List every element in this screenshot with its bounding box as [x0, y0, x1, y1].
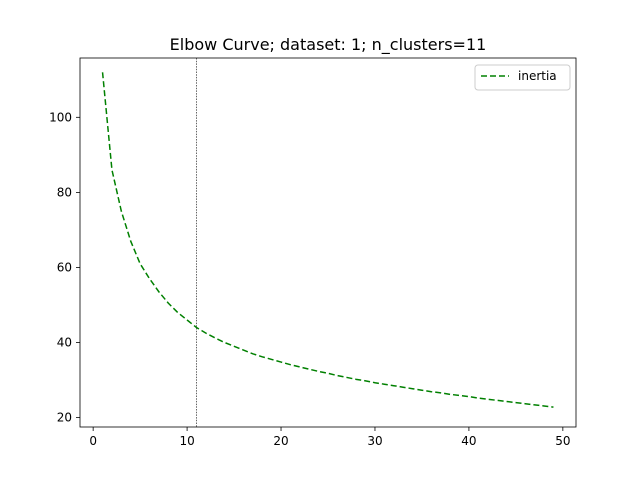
plot-area	[101, 58, 554, 427]
chart-title: Elbow Curve; dataset: 1; n_clusters=11	[170, 35, 487, 55]
y-tick-label: 100	[49, 110, 72, 124]
x-tick-label: 20	[273, 434, 288, 448]
y-tick-label: 40	[57, 336, 72, 350]
x-tick-label: 0	[89, 434, 97, 448]
series-line-inertia	[101, 72, 554, 408]
legend-box	[474, 64, 571, 91]
x-tick-label: 30	[367, 434, 382, 448]
x-tick-label: 10	[179, 434, 194, 448]
x-tick-label: 40	[461, 434, 476, 448]
y-tick-label: 20	[57, 411, 72, 425]
axes-frame	[79, 57, 577, 428]
legend-label-inertia: inertia	[518, 69, 557, 83]
x-axis: 0 10 20 30 40 50	[89, 427, 570, 448]
y-axis: 20 40 60 80 100	[49, 110, 80, 425]
y-tick-label: 80	[57, 185, 72, 199]
x-tick-label: 50	[555, 434, 570, 448]
y-tick-label: 60	[57, 260, 72, 274]
legend: inertia	[474, 64, 571, 91]
